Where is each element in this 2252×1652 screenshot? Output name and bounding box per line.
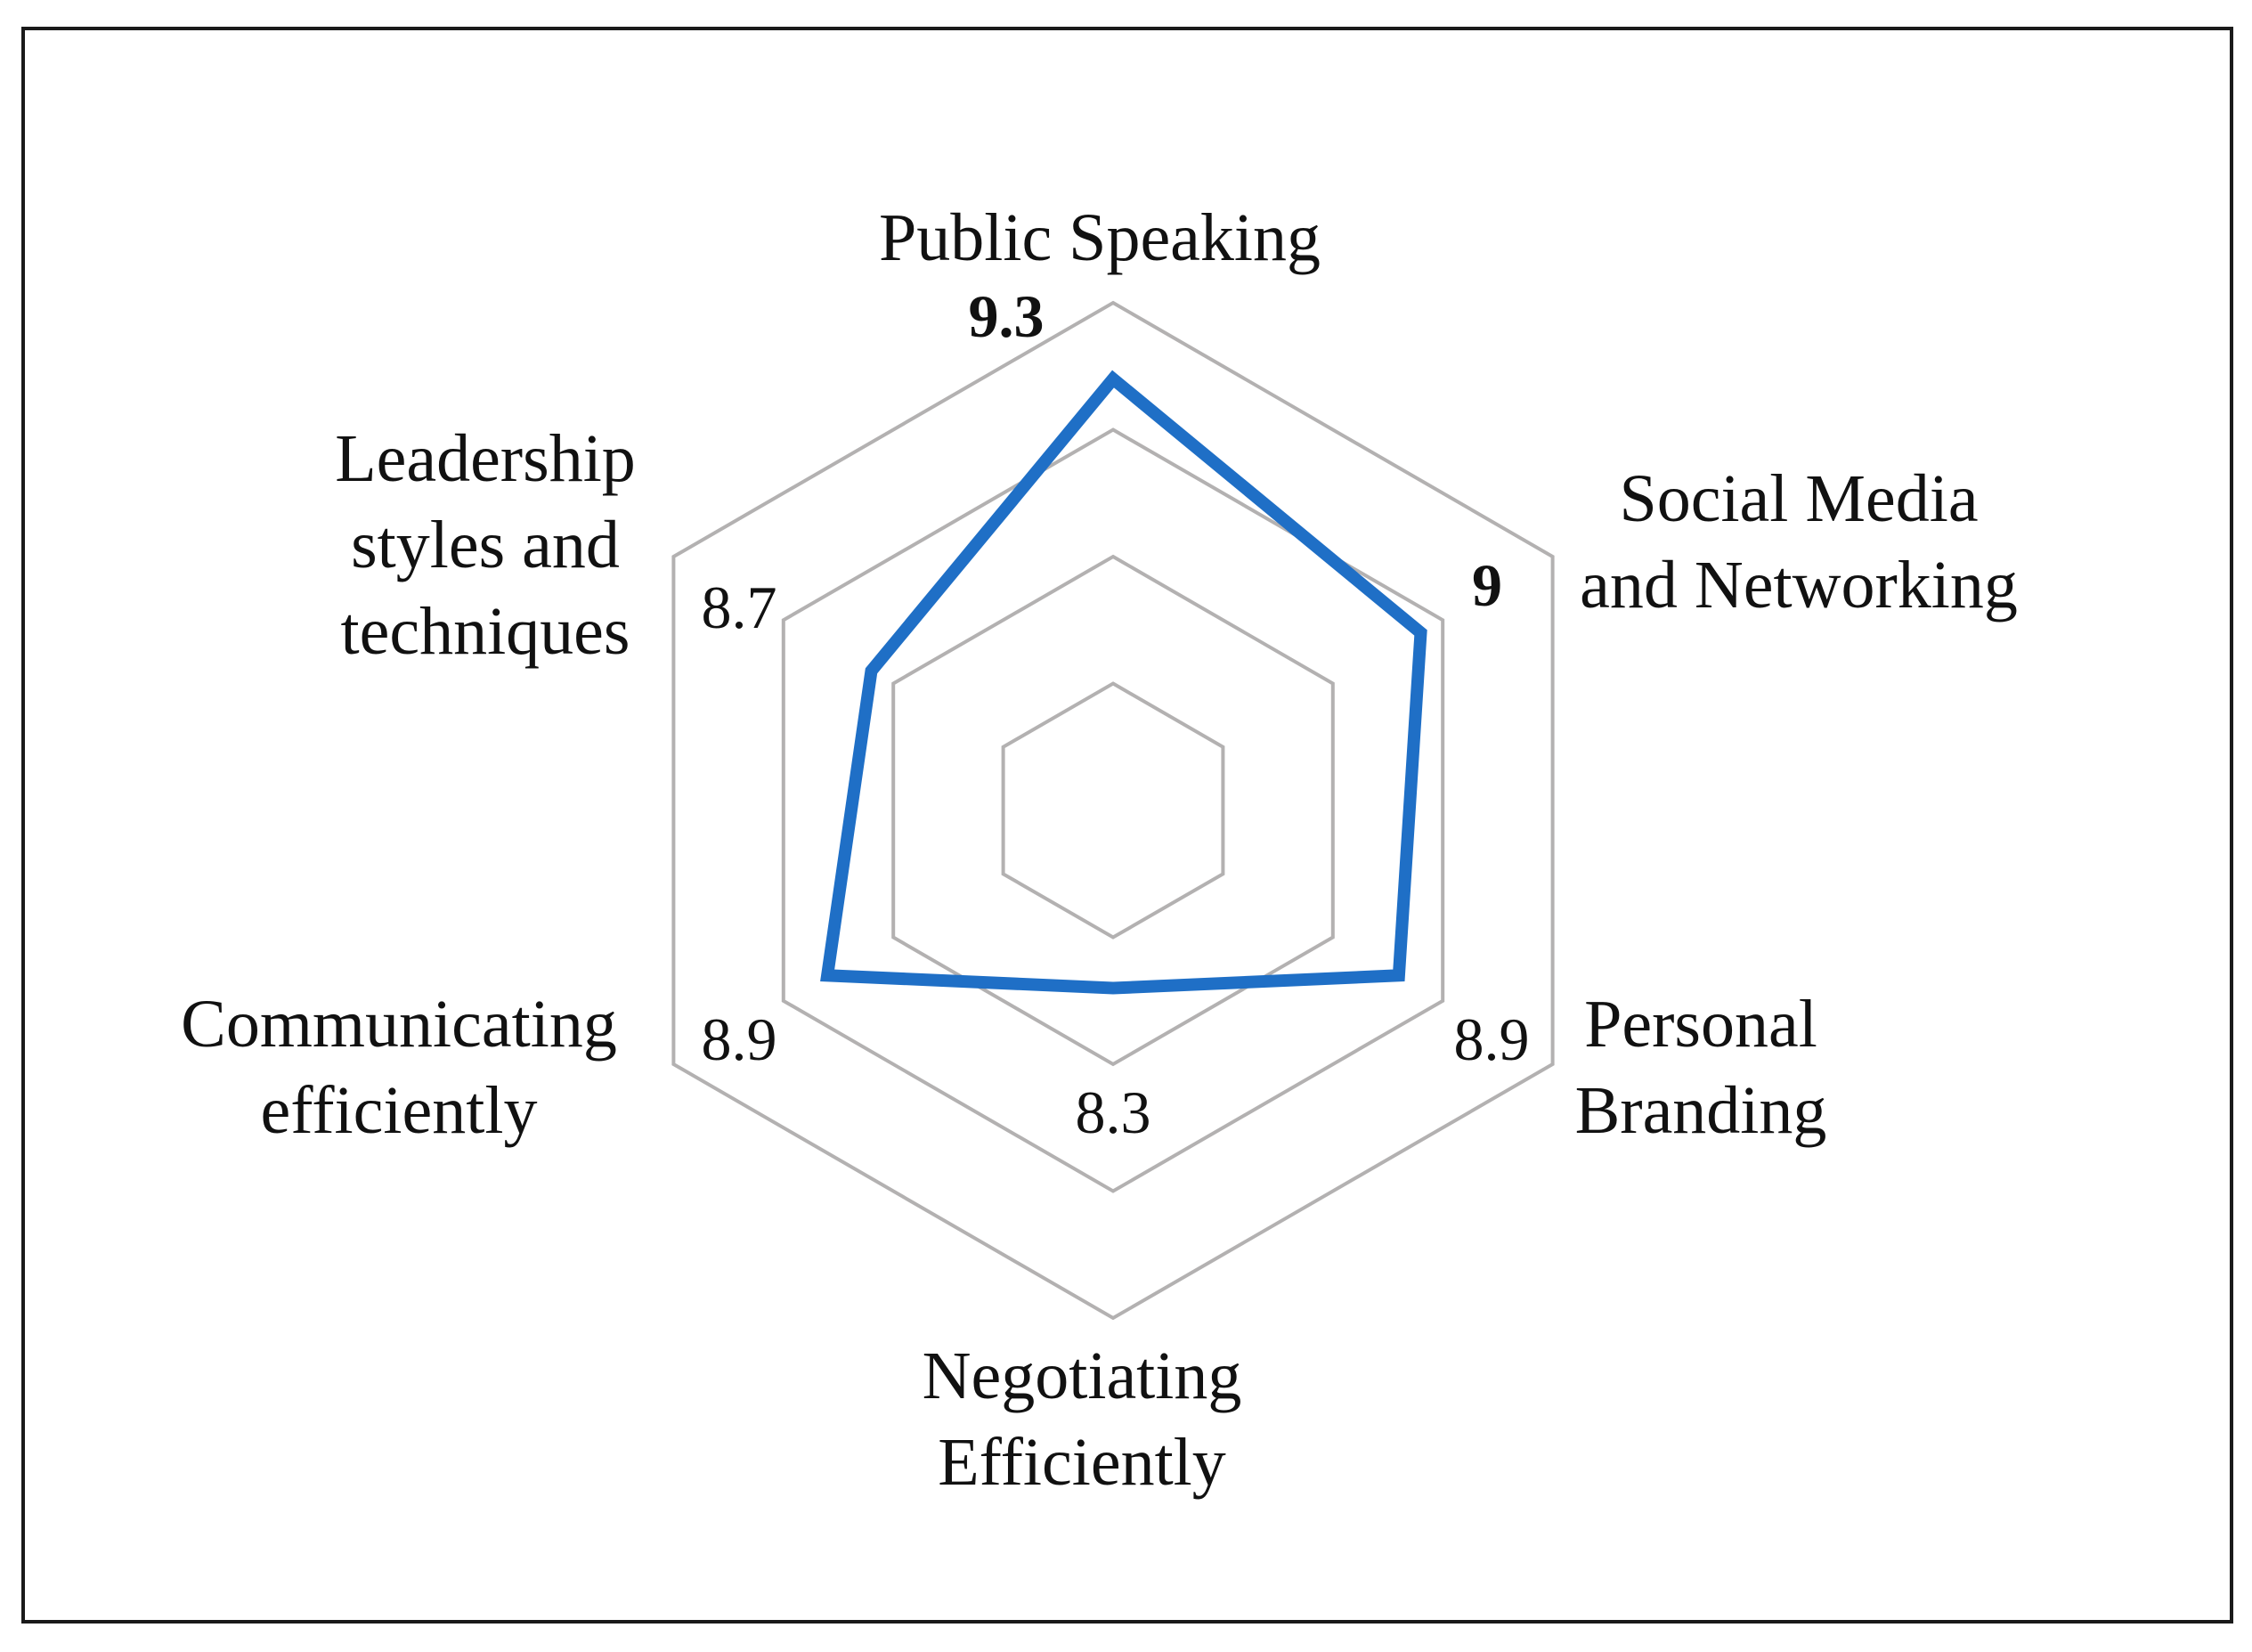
- axis-label-5: Leadership styles and techniques: [335, 421, 636, 669]
- axis-label-3-line-0: Negotiating: [923, 1339, 1242, 1413]
- series-layer: [820, 370, 1427, 995]
- grid-ring-1: [1001, 681, 1225, 940]
- axis-label-1-line-1: and Networking: [1580, 548, 2018, 623]
- axis-label-2: Personal Branding: [1575, 987, 1827, 1148]
- grid-ring-2: [891, 554, 1335, 1067]
- axis-label-1: Social Media and Networking: [1580, 461, 2018, 623]
- axis-label-1-line-0: Social Media: [1619, 461, 1978, 536]
- axis-label-4-line-0: Communicating: [181, 987, 617, 1062]
- value-label-0: 9.3: [969, 282, 1045, 350]
- axis-label-5-line-2: techniques: [340, 594, 630, 669]
- grid-ring-3: [781, 427, 1445, 1193]
- value-label-2: 8.9: [1454, 1005, 1530, 1073]
- series-line: [820, 370, 1427, 995]
- value-label-5: 8.7: [702, 574, 777, 641]
- grid-layer: [671, 300, 1555, 1321]
- axis-label-2-line-1: Branding: [1575, 1073, 1827, 1148]
- value-label-1: 9: [1472, 551, 1502, 619]
- axis-label-3-line-1: Efficiently: [938, 1425, 1226, 1500]
- value-label-3: 8.3: [1076, 1078, 1151, 1146]
- axis-label-3: Negotiating Efficiently: [923, 1339, 1242, 1500]
- axis-label-4: Communicating efficiently: [181, 987, 617, 1148]
- grid-ring-4: [671, 300, 1555, 1321]
- axis-label-0: Public Speaking: [879, 200, 1321, 275]
- label-layer: Public Speaking 9.3 Social Media and Networ…: [181, 200, 2018, 1500]
- value-label-4: 8.9: [702, 1005, 777, 1073]
- axis-label-5-line-1: styles and: [351, 508, 620, 582]
- axis-label-2-line-0: Personal: [1584, 987, 1817, 1062]
- chart-frame: [21, 27, 2233, 1624]
- axis-label-4-line-1: efficiently: [261, 1073, 538, 1148]
- axis-label-0-line-0: Public Speaking: [879, 200, 1321, 275]
- axis-label-5-line-0: Leadership: [335, 421, 636, 496]
